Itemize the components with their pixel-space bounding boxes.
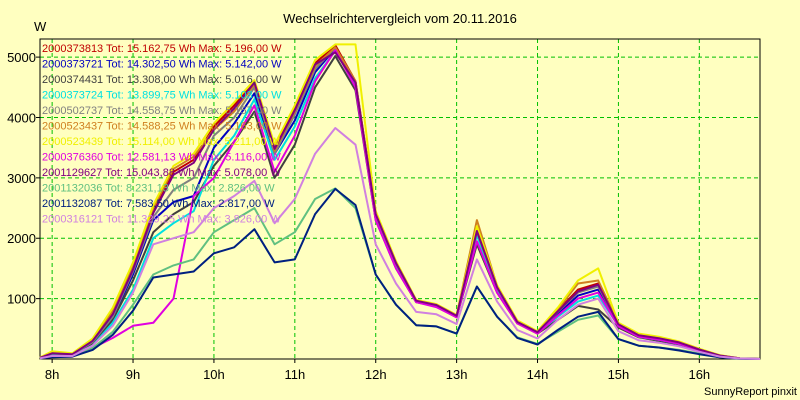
x-tick-label: 10h xyxy=(203,367,225,382)
x-tick-label: 14h xyxy=(527,367,549,382)
x-tick-label: 13h xyxy=(446,367,468,382)
legend-entry-3: 2000374431 Tot: 13.308,00 Wh Max: 5.016,… xyxy=(42,74,282,86)
series-line-8 xyxy=(39,49,761,360)
y-tick-label: 2000 xyxy=(7,231,36,246)
legend-entry-11: 2001132087 Tot: 7.583,50 Wh Max: 2.817,0… xyxy=(42,198,275,210)
footer-credit: SunnyReport pinxit xyxy=(704,386,797,398)
series-line-11 xyxy=(39,187,761,360)
legend-entry-7: 2000523439 Tot: 15.114,00 Wh Max: 5.211,… xyxy=(42,136,281,148)
chart-title: Wechselrichtervergleich vom 20.11.2016 xyxy=(283,11,517,26)
legend-entry-12: 2000316121 Tot: 11.329,25 Wh Max: 3.826,… xyxy=(42,214,281,226)
gridlines xyxy=(40,39,760,359)
y-tick-label: 5000 xyxy=(7,50,36,65)
plot-area-frame xyxy=(39,38,761,360)
legend-entry-5: 2000502737 Tot: 14.558,75 Wh Max: 5.157,… xyxy=(42,105,282,117)
x-tick-label: 8h xyxy=(45,367,59,382)
x-tick-label: 12h xyxy=(365,367,387,382)
y-tick-labels: 1000 2000 3000 4000 5000 xyxy=(7,50,40,307)
series-line-9 xyxy=(39,51,761,360)
x-tick-label: 16h xyxy=(688,367,710,382)
y-axis-unit: W xyxy=(34,19,47,34)
series-lines xyxy=(39,43,761,360)
legend-entry-8: 2000376360 Tot: 12.581,13 Wh Max: 5.116,… xyxy=(42,152,281,164)
legend-entry-6: 2000523437 Tot: 14.588,25 Wh Max: 5.163,… xyxy=(42,121,282,133)
y-tick-label: 1000 xyxy=(7,292,36,307)
legend-entry-1: 2000373813 Tot: 15.162,75 Wh Max: 5.196,… xyxy=(42,43,282,55)
legend-entry-2: 2000373721 Tot: 14.302,50 Wh Max: 5.142,… xyxy=(42,59,282,71)
y-tick-label: 4000 xyxy=(7,110,36,125)
x-tick-labels: 8h 9h 10h 11h 12h 13h 14h 15h 16h xyxy=(45,359,710,382)
x-tick-label: 15h xyxy=(608,367,630,382)
y-tick-label: 3000 xyxy=(7,171,36,186)
series-line-12 xyxy=(39,127,761,360)
legend-entry-10: 2001132036 Tot: 8.231,13 Wh Max: 2.826,0… xyxy=(42,183,275,195)
x-tick-label: 9h xyxy=(126,367,140,382)
legend: 2000373813 Tot: 15.162,75 Wh Max: 5.196,… xyxy=(42,43,282,226)
legend-entry-9: 2001129627 Tot: 15.043,88 Wh Max: 5.078,… xyxy=(42,167,281,179)
legend-entry-4: 2000373724 Tot: 13.899,75 Wh Max: 5.103,… xyxy=(42,90,282,102)
x-tick-label: 11h xyxy=(284,367,305,382)
